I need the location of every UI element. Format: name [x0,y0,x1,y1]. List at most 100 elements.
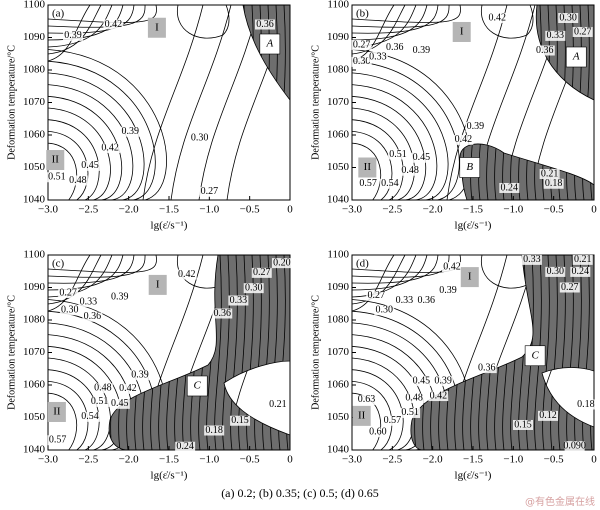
contour-line [352,142,382,200]
contour-label: 0.39 [467,121,485,132]
contour-label: 0.30 [353,56,371,67]
contour-line [230,255,238,450]
y-tick-label: 1100 [23,0,45,11]
contour-label-bg [453,134,474,145]
contour-line [352,5,439,34]
contour-label-bg [534,45,555,56]
x-tick-label: −0.5 [240,454,260,466]
y-tick-label: 1090 [327,281,350,293]
caption: (a) 0.2; (b) 0.35; (c) 0.5; (d) 0.65 [221,486,379,500]
contour-line [48,381,89,450]
contour-line [48,84,134,200]
contour-label: 0.45 [81,160,99,171]
contour-label: 0.33 [523,254,541,265]
contour-line [352,255,417,298]
contour-label: 0.57 [359,178,377,189]
contour-label-bg [92,383,113,394]
contour-label-bg [575,399,596,410]
region-box [565,46,587,68]
contour-label-bg [487,13,508,23]
contour-label: 0.27 [201,186,219,197]
panel-title: (d) [356,258,369,270]
x-tick-label: −3.0 [342,204,362,216]
x-tick-label: 0 [591,204,597,216]
contour-label-bg [379,178,400,189]
contour-label-bg [545,30,566,41]
contour-label-bg [199,186,220,197]
contour-label-bg [212,308,233,319]
x-axis-label: lg(ε̇/s⁻¹) [151,470,188,482]
contour-label-bg [558,13,579,23]
contour-label-bg [521,254,542,265]
contour-label-bg [513,419,534,430]
contour-label: 0.45 [413,375,431,386]
contour-label-bg [176,269,197,280]
contour-label: 0.090 [563,440,586,451]
contour-label-bg [117,383,138,394]
contour-label-bg [189,133,210,144]
x-tick-label: −1.5 [159,204,179,216]
contour-label-bg [358,178,379,189]
panel: (a) −3.0 −2.5 −2.0 −1.5 −1.0 −0.5 0 1040 1050 1060… [6,0,293,232]
contour-label: 0.39 [64,30,82,41]
region-label: I [155,21,159,33]
x-tick-label: −1.0 [503,204,523,216]
contour-label-bg [374,305,395,316]
y-axis-label: Deformation temperature/°C [310,45,321,160]
contour-label-bg [543,178,564,189]
x-tick-label: 0 [287,454,293,466]
x-tick-label: −0.5 [240,204,260,216]
y-tick-label: 1100 [327,249,349,261]
contour-line [352,369,404,450]
contour-label: 0.15 [231,415,249,426]
panel-title: (c) [52,258,65,270]
y-tick-label: 1100 [23,249,45,261]
contour-line [352,255,450,278]
y-tick-label: 1050 [23,161,46,173]
region-label: A [265,38,273,50]
contour-label-bg [433,376,454,387]
contour-label: 0.48 [69,175,87,186]
y-tick-label: 1080 [23,314,46,326]
x-axis-label: lg(ε̇/s⁻¹) [455,220,492,232]
contour-line [127,5,134,200]
region-box [524,345,546,367]
region-box [452,21,471,42]
y-tick-label: 1060 [23,379,46,391]
contour-label: 0.36 [417,295,435,306]
contour-line [111,5,118,200]
y-tick-label: 1080 [327,64,350,76]
contour-label: 0.21 [269,399,287,410]
contour-label: 0.24 [572,266,590,277]
contour-line [48,5,113,48]
contour-line [183,5,190,200]
region-box [460,267,479,288]
contour-label-bg [572,26,593,37]
contour-label: 0.30 [547,266,565,277]
contour-label-bg [204,425,225,436]
y-tick-label: 1060 [327,379,350,391]
region-label: II [364,161,372,173]
contour-label-bg [271,258,292,269]
contour-label: 0.42 [178,269,196,280]
contour-line [170,5,232,200]
contour-label: 0.42 [488,12,506,23]
contour-label: 0.36 [478,362,496,373]
y-tick-label: 1050 [327,411,350,423]
contour-label-bg [539,169,560,179]
contour-line [48,72,145,200]
contour-line [352,255,395,312]
panel: (d) −3.0 −2.5 −2.0 −1.5 −1.0 −0.5 0 1040 1050 1060… [310,249,597,482]
x-axis-label: lg(ε̇/s⁻¹) [455,470,492,482]
contour-line [352,5,406,55]
contour-label-bg [394,295,415,306]
contour-line [534,255,542,450]
contour-label-bg [243,283,264,294]
contour-label: 0.42 [119,383,137,394]
region-label: II [53,406,61,418]
contour-line [48,142,78,200]
contour-line [243,5,246,100]
contour-label-bg [129,370,150,381]
contour-label-bg [82,311,103,322]
contour-label-bg [465,121,486,132]
